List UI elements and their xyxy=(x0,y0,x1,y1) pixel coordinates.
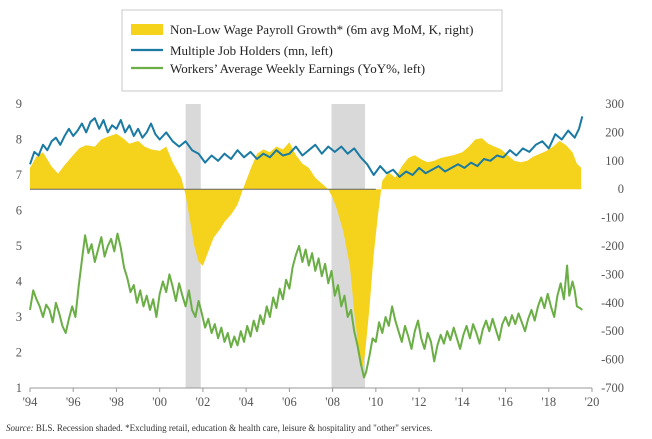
x-tick-label: '96 xyxy=(66,395,81,409)
y-left-tick-label: 2 xyxy=(16,346,22,360)
x-tick-label: '12 xyxy=(412,395,427,409)
axes: '94 '96 '98 '00 '02 '04 '06 '08 '10 '12 '14 '16 '18 '… xyxy=(16,97,624,409)
y-right-tick-label: -600 xyxy=(601,353,624,367)
y-right-tick-label: -100 xyxy=(601,211,624,225)
legend-box xyxy=(121,9,503,92)
x-tick-label: '06 xyxy=(282,395,297,409)
y-left-tick-label: 7 xyxy=(16,168,22,182)
x-tick-label: '18 xyxy=(541,395,556,409)
series-lines xyxy=(29,116,584,379)
y-right-tick-label: 200 xyxy=(605,125,624,139)
y-right-tick-label: -200 xyxy=(601,239,624,253)
x-tick-label: '04 xyxy=(239,395,255,409)
x-tick-label: '10 xyxy=(368,395,383,409)
x-tick-label: '98 xyxy=(109,395,124,409)
legend-label: Multiple Job Holders (mn, left) xyxy=(170,43,333,58)
source-label: Source: xyxy=(6,423,34,433)
y-right-tick-label: 0 xyxy=(618,182,624,196)
recession-band xyxy=(185,104,201,388)
y-right-tick-label: -300 xyxy=(601,267,624,281)
recession-shading xyxy=(185,104,366,388)
y-left-tick-label: 8 xyxy=(16,133,22,147)
y-right-tick-label: -500 xyxy=(601,324,624,338)
y-right-tick-label: -400 xyxy=(601,296,624,310)
legend-label: Workers’ Average Weekly Earnings (YoY%, … xyxy=(170,61,425,76)
series-area-payroll-growth xyxy=(30,133,582,371)
y-right-tick-label: -700 xyxy=(601,381,624,395)
payroll-growth-area xyxy=(30,133,582,371)
x-tick-label: '16 xyxy=(498,395,513,409)
y-left-tick-label: 4 xyxy=(16,275,23,289)
y-left-tick-label: 1 xyxy=(16,381,22,395)
x-tick-label: '08 xyxy=(325,395,340,409)
legend-label: Non-Low Wage Payroll Growth* (6m avg MoM… xyxy=(170,22,473,37)
series-line-weekly-earnings xyxy=(29,232,583,379)
x-tick-label: '20 xyxy=(585,395,600,409)
y-right-tick-label: 300 xyxy=(605,97,624,111)
source-text: BLS. Recession shaded. *Excluding retail… xyxy=(33,423,433,433)
chart: '94 '96 '98 '00 '02 '04 '06 '08 '10 '12 '14 '16 '18 '… xyxy=(16,9,624,409)
series-line-multiple-job-holders xyxy=(29,116,584,178)
y-left-tick-label: 3 xyxy=(16,310,22,324)
x-tick-label: '14 xyxy=(455,395,471,409)
legend-swatch-area xyxy=(131,24,163,35)
source-note: Source: BLS. Recession shaded. *Excludin… xyxy=(6,423,432,433)
legend: Non-Low Wage Payroll Growth* (6m avg MoM… xyxy=(121,9,503,92)
x-tick-label: '02 xyxy=(196,395,211,409)
y-left-tick-label: 5 xyxy=(16,239,22,253)
y-left-tick-label: 9 xyxy=(16,97,22,111)
x-tick-label: '00 xyxy=(152,395,167,409)
x-tick-label: '94 xyxy=(23,395,39,409)
y-left-tick-label: 6 xyxy=(16,204,22,218)
y-right-tick-label: 100 xyxy=(605,154,624,168)
